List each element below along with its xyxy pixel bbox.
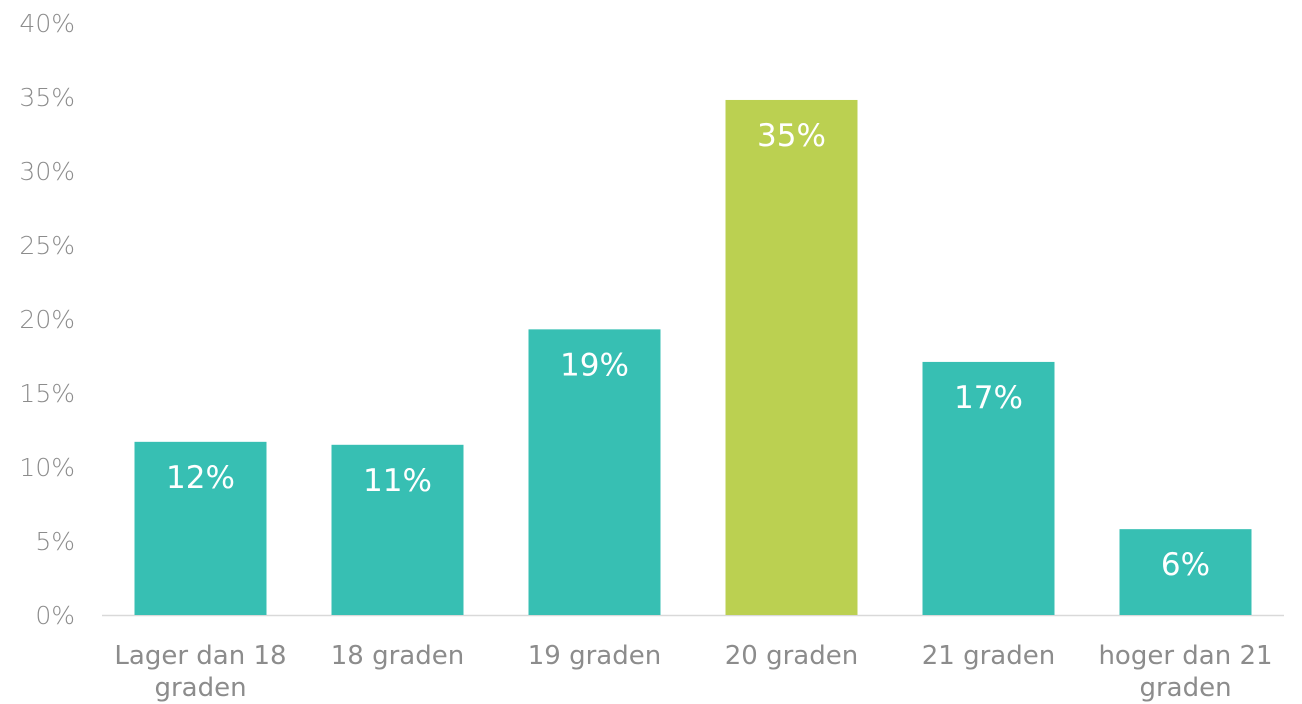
bar-data-label: 12% <box>166 460 235 496</box>
bar-data-label: 11% <box>363 463 432 499</box>
y-tick-label: 25% <box>19 231 75 260</box>
y-tick-label: 10% <box>19 453 75 482</box>
bar <box>134 441 267 615</box>
x-category-label: Lager dan 18 graden <box>114 641 286 703</box>
y-tick-label: 20% <box>19 305 75 334</box>
y-tick-label: 35% <box>19 83 75 112</box>
x-category-label: 19 graden <box>528 641 661 671</box>
y-tick-label: 40% <box>19 9 75 38</box>
y-tick-label: 15% <box>19 379 75 408</box>
data-labels-group: 12% 11% 19% 35% 17% 6% <box>166 118 1210 583</box>
bar-data-label: 6% <box>1161 547 1210 583</box>
x-category-label: 20 graden <box>725 641 858 671</box>
bar-data-label: 35% <box>757 118 826 154</box>
bar <box>331 444 464 615</box>
x-category-label: hoger dan 21 graden <box>1098 641 1272 703</box>
x-category-label: 18 graden <box>331 641 464 671</box>
bar <box>725 99 858 615</box>
bar <box>922 361 1055 615</box>
y-tick-label: 5% <box>35 527 75 556</box>
x-category-label: 21 graden <box>922 641 1055 671</box>
x-axis-category-labels: Lager dan 18 graden 18 graden 19 graden 20 g… <box>114 641 1272 703</box>
y-tick-label: 30% <box>19 157 75 186</box>
bar-data-label: 19% <box>560 347 629 383</box>
bar-data-label: 17% <box>954 380 1023 416</box>
bars-group <box>134 99 1252 615</box>
y-axis-ticks: 0% 5% 10% 15% 20% 25% 30% 35% 40% <box>19 9 75 630</box>
bar <box>528 329 661 615</box>
y-tick-label: 0% <box>35 601 75 630</box>
bar <box>1119 529 1252 615</box>
